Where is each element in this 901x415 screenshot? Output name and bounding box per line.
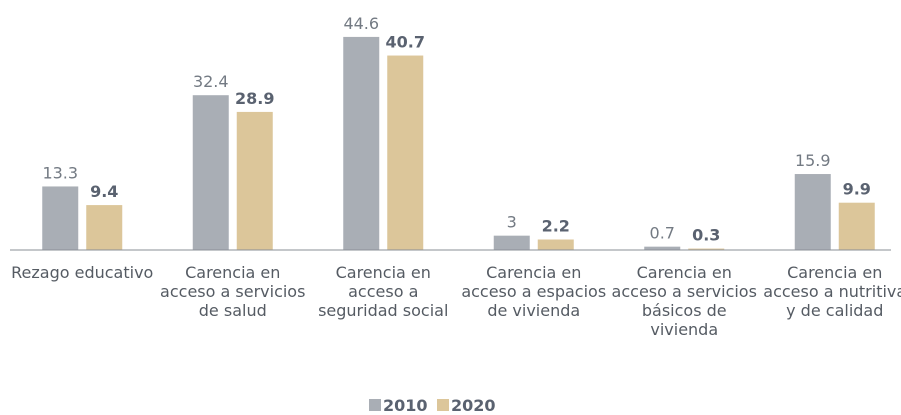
bar (387, 55, 424, 250)
bar (343, 36, 380, 251)
value-label: 0.3 (692, 226, 720, 245)
value-label: 32.4 (193, 72, 229, 91)
value-label: 40.7 (386, 33, 425, 52)
value-label: 28.9 (235, 89, 274, 108)
legend-label: 2020 (451, 396, 496, 415)
bar (688, 248, 725, 250)
x-tick-label: Rezago educativo (11, 263, 154, 282)
value-label: 44.6 (343, 14, 379, 33)
bar (794, 174, 831, 250)
bar (236, 111, 273, 250)
x-tick-label: Carencia en acceso a servicios de salud (160, 263, 306, 320)
bar (838, 202, 875, 250)
value-label: 9.9 (843, 180, 871, 199)
bar (192, 95, 229, 250)
x-tick-label: Carencia en acceso a servicios básicos d… (611, 263, 757, 339)
value-label: 0.7 (650, 224, 675, 243)
bar (86, 205, 123, 250)
value-label: 2.2 (542, 216, 570, 235)
bar (493, 235, 530, 250)
value-label: 13.3 (42, 163, 78, 182)
x-tick-label: Carencia en acceso a nutritiva y de cali… (763, 263, 901, 320)
x-tick-label: Carencia en acceso a seguridad social (318, 263, 449, 320)
legend-label: 2010 (383, 396, 428, 415)
value-label: 9.4 (90, 182, 118, 201)
legend-swatch (437, 399, 449, 411)
bar (42, 186, 79, 250)
bar (537, 239, 574, 250)
value-label: 15.9 (795, 151, 831, 170)
x-tick-label: Carencia en acceso a espacios de viviend… (461, 263, 607, 320)
bar (644, 246, 681, 250)
legend-swatch (369, 399, 381, 411)
value-label: 3 (507, 213, 517, 232)
